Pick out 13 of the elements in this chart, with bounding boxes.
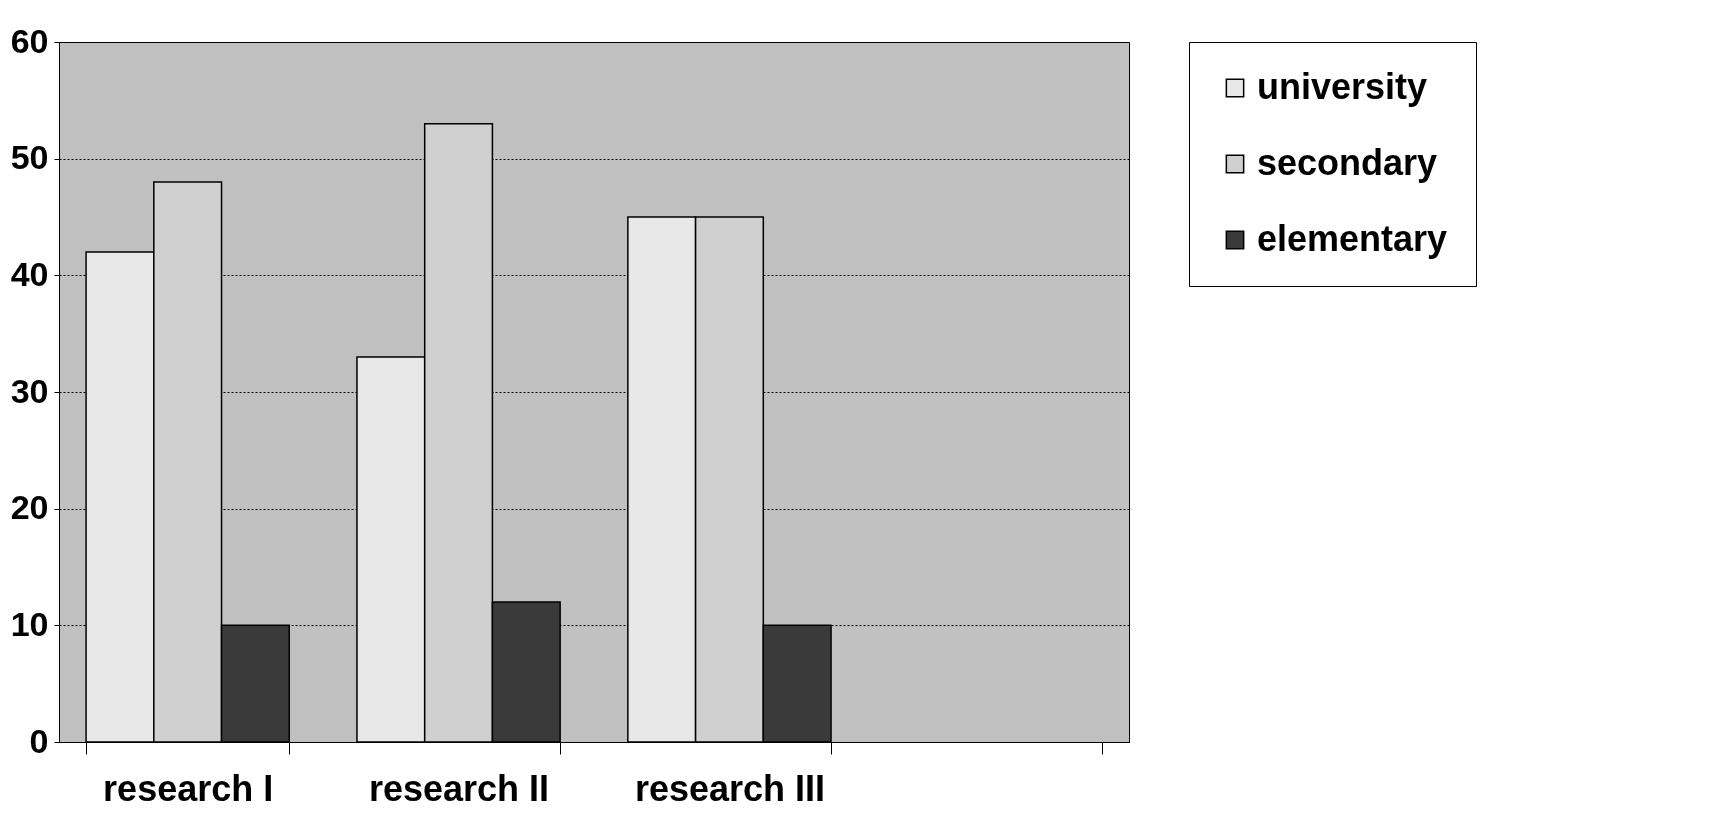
x-tick-label: research II [368, 767, 550, 809]
x-tick-label: research I [103, 767, 274, 809]
y-tick-label: 40 [10, 254, 49, 293]
legend-label: university [1257, 66, 1428, 107]
y-tick-label: 0 [29, 721, 49, 760]
y-tick-label: 50 [10, 138, 49, 177]
y-tick-label: 60 [10, 21, 49, 60]
x-tick-label: research III [634, 767, 826, 809]
y-tick-label: 30 [10, 371, 49, 410]
y-tick-label: 10 [10, 604, 49, 643]
legend-label: secondary [1257, 142, 1438, 183]
y-tick-label: 20 [10, 488, 49, 527]
legend-label: elementary [1257, 218, 1448, 259]
